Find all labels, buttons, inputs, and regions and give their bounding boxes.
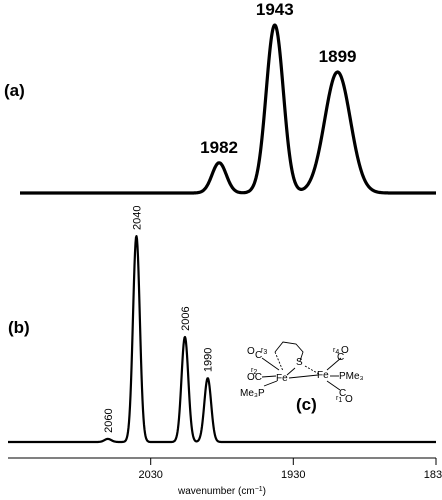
panel-a-label: (a) xyxy=(4,81,25,100)
bond-fe-co-bottom-right xyxy=(326,380,341,391)
iron-atom-right: Fe xyxy=(317,370,329,381)
bond-label-r2: r2 xyxy=(251,367,257,376)
peak-label-1982: 1982 xyxy=(200,138,238,157)
x-axis-title: wavenumber (cm−1) xyxy=(177,486,266,498)
bridge-chain xyxy=(274,341,304,362)
bond-fe-co-mid-left xyxy=(261,375,277,378)
bond-label-r3: r3 xyxy=(261,347,267,356)
bond-s-fe-left xyxy=(286,367,296,376)
peak-label-2040: 2040 xyxy=(131,206,143,230)
spectrum-a-line xyxy=(18,23,438,195)
peak-label-1943: 1943 xyxy=(256,0,294,19)
sulfur-atom: S xyxy=(296,357,303,368)
x-tick-label-1830: 1830 xyxy=(424,469,442,481)
bond-fe-pme3-left xyxy=(263,380,278,387)
spectrum-b-line xyxy=(7,235,437,444)
peak-label-2060: 2060 xyxy=(103,408,115,432)
pme3-left: Me₃P xyxy=(240,388,265,399)
pme3-right: PMe₃ xyxy=(339,371,364,382)
bond-label-r4: r4 xyxy=(333,347,339,356)
peak-label-1899: 1899 xyxy=(319,47,357,66)
x-tick-label-2030: 2030 xyxy=(138,469,162,481)
co-bottom-right-oxygen: O xyxy=(345,394,353,405)
peak-label-1990: 1990 xyxy=(203,348,215,372)
bond-label-r1: r1 xyxy=(336,395,342,404)
molecule-structure: S Fe Fe PMe₃ Me₃P O C OC O C C O r3 r2 r… xyxy=(240,341,364,405)
co-mid-left: OC xyxy=(247,372,262,383)
co-bottom-right-carbon: C xyxy=(339,388,346,399)
panel-b-label: (b) xyxy=(8,318,30,337)
peak-label-2006: 2006 xyxy=(180,306,192,330)
co-top-right-oxygen: O xyxy=(341,345,349,356)
bond-fe-co-top-right xyxy=(326,357,342,371)
co-top-left-oxygen: O xyxy=(247,346,255,357)
iron-atom-left: Fe xyxy=(276,373,288,384)
co-top-left-carbon: C xyxy=(255,350,262,361)
bond-s-fe-right xyxy=(304,365,320,375)
bond-fe-fe xyxy=(288,374,319,379)
x-tick-label-1930: 1930 xyxy=(281,469,305,481)
co-top-right-carbon: C xyxy=(337,352,344,363)
panel-c-label: (c) xyxy=(296,395,317,414)
bond-fe-co-top-left xyxy=(261,357,280,371)
